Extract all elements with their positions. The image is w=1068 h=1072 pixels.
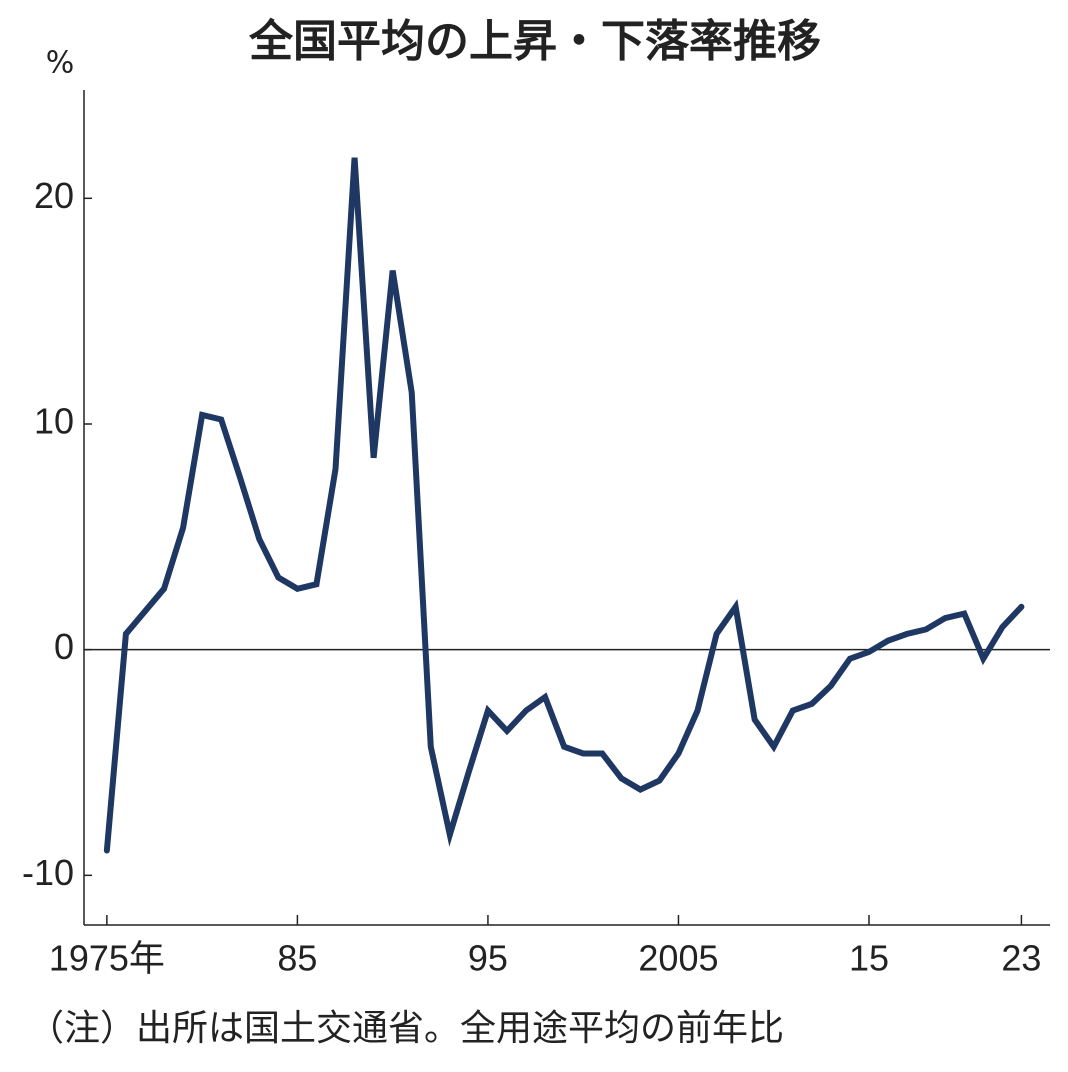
y-tick-label: 10 (34, 401, 74, 442)
chart-title: 全国平均の上昇・下落率推移 (248, 16, 821, 67)
x-tick-label: 2005 (638, 938, 718, 979)
data-line (103, 157, 1025, 854)
x-tick-label: 1975年 (49, 938, 165, 979)
y-tick-label: -10 (22, 852, 74, 893)
x-tick-label: 95 (468, 938, 508, 979)
y-tick-label: 20 (34, 175, 74, 216)
x-tick-label: 23 (1001, 938, 1041, 979)
note: （注）出所は国土交通省。全用途平均の前年比 (28, 1008, 784, 1049)
x-tick-label: 85 (277, 938, 317, 979)
y-unit: % (46, 46, 75, 81)
x-tick-label: 15 (849, 938, 889, 979)
y-tick-label: 0 (54, 626, 74, 667)
